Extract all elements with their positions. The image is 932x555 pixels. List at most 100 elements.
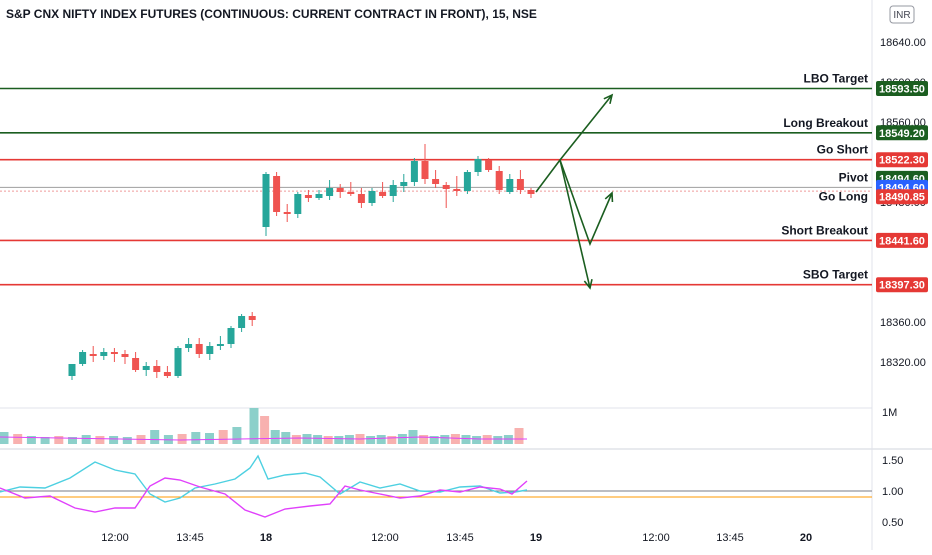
candle-body (142, 366, 150, 370)
volume-bar (0, 432, 9, 444)
chart-title: S&P CNX NIFTY INDEX FUTURES (CONTINUOUS:… (6, 7, 537, 21)
volume-bar (95, 436, 105, 444)
candle-body (195, 344, 203, 354)
candle-body (238, 316, 246, 328)
volume-bar (461, 435, 471, 444)
volume-bar (450, 434, 460, 444)
volume-axis-label: 1M (882, 407, 897, 419)
volume-bar (387, 436, 397, 444)
candle-body (100, 352, 108, 356)
volume-bar (260, 416, 270, 444)
volume-bar (493, 436, 503, 444)
level-lines: LBO Target Long Breakout Go Short Pivot Go L… (0, 72, 872, 286)
level-tag-value: 18522.30 (879, 155, 925, 167)
volume-bar (81, 435, 91, 444)
level-label: LBO Target (804, 72, 868, 86)
candle-body (379, 192, 387, 196)
candles (68, 144, 535, 380)
volume-bar (26, 436, 36, 444)
level-tag-value: 18490.85 (879, 192, 925, 204)
candle-body (248, 316, 256, 320)
volume-bar (54, 436, 64, 444)
volume-bar (218, 430, 228, 444)
volume-bar (249, 408, 259, 444)
volume-bar (334, 436, 344, 444)
candle-body (336, 188, 344, 192)
candle-body (68, 364, 76, 376)
volume-bar (313, 435, 323, 444)
oscillator-tick-label: 1.00 (882, 486, 903, 498)
oscillator-cyan-line (0, 454, 528, 503)
time-tick-label: 12:00 (101, 532, 129, 544)
projection-line (535, 94, 613, 193)
oscillator-pane: 1.50 1.00 0.50 (0, 454, 903, 529)
candle-body (273, 176, 281, 212)
candle-body (495, 171, 503, 190)
volume-bar (419, 435, 429, 444)
candle-body (304, 195, 312, 198)
volume-bar (150, 430, 160, 444)
level-tag-value: 18549.20 (879, 128, 925, 140)
volume-bar (472, 436, 482, 444)
candle-body (389, 185, 397, 196)
level-tag-value: 18441.60 (879, 235, 925, 247)
volume-bar (122, 437, 132, 444)
candle-body (326, 188, 334, 196)
price-tick-label: 18360.00 (880, 317, 926, 329)
level-tag (876, 152, 928, 168)
candle-body (357, 194, 365, 203)
volume-bar (68, 437, 77, 444)
candle-body (315, 194, 323, 198)
candle-body (216, 344, 224, 346)
level-tag-value: 18593.50 (879, 84, 925, 96)
volume-bar (13, 434, 23, 444)
volume-bar (376, 435, 386, 444)
volume-bar (291, 435, 301, 444)
level-tag (876, 232, 928, 248)
volume-bar (366, 436, 376, 444)
candle-body (485, 160, 493, 170)
projection-line (559, 159, 591, 289)
level-label: Short Breakout (781, 223, 868, 237)
candle-body (294, 194, 302, 214)
volume-bar (440, 435, 450, 444)
time-axis[interactable]: 12:00 13:45 18 12:00 13:45 19 12:00 13:45 20 (101, 532, 812, 544)
currency-button[interactable]: INR (889, 5, 915, 24)
level-tag-value: 18397.30 (879, 280, 925, 292)
candle-body (262, 174, 270, 227)
candle-body (453, 189, 461, 191)
candle-body (79, 352, 87, 364)
volume-bar (429, 436, 439, 444)
candle-body (463, 172, 471, 191)
volume-bars: 1M (0, 407, 897, 444)
level-label: Go Long (819, 190, 868, 204)
level-tag (876, 81, 928, 96)
time-tick-label: 13:45 (446, 532, 474, 544)
price-tick-label: 18640.00 (880, 37, 926, 49)
volume-bar (232, 427, 242, 444)
candle-body (227, 328, 235, 344)
candle-body (400, 182, 408, 186)
volume-bar (177, 434, 187, 444)
volume-bar (109, 436, 119, 444)
oscillator-tick-label: 1.50 (882, 455, 903, 467)
candle-body (347, 192, 355, 194)
level-label: SBO Target (803, 268, 868, 282)
level-tag (876, 189, 928, 205)
level-label: Long Breakout (783, 116, 868, 130)
candle-body (506, 179, 514, 192)
volume-bar (270, 430, 280, 444)
currency-label: INR (893, 10, 910, 21)
candle-body (132, 358, 140, 370)
candle-body (368, 191, 376, 203)
volume-bar (205, 433, 214, 444)
oscillator-magenta-line (0, 477, 528, 518)
candle-body (442, 185, 450, 189)
candle-body (89, 354, 97, 356)
candle-body (121, 354, 129, 357)
level-label: Go Short (817, 143, 868, 157)
level-tag (876, 125, 928, 141)
volume-bar (302, 434, 312, 444)
